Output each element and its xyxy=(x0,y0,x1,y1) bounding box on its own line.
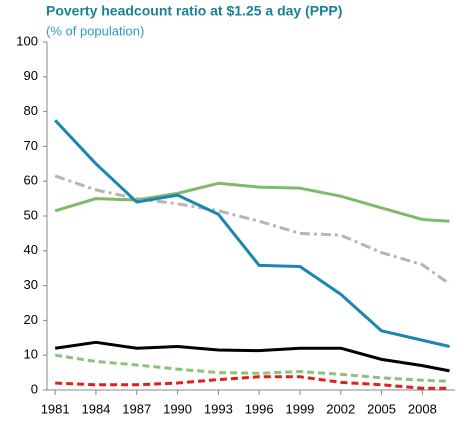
y-tick-label: 90 xyxy=(24,68,38,83)
x-tick-label: 2002 xyxy=(326,401,355,416)
x-tick-label: 1984 xyxy=(81,401,110,416)
series-line xyxy=(54,353,450,383)
x-tick-label: 1996 xyxy=(245,401,274,416)
x-tick-label: 2008 xyxy=(408,401,437,416)
y-tick-label: 20 xyxy=(24,312,38,327)
series-line xyxy=(54,340,450,373)
y-tick-label: 100 xyxy=(16,33,38,48)
y-tick-label: 0 xyxy=(31,381,38,396)
y-tick-label: 60 xyxy=(24,173,38,188)
x-tick-label: 1981 xyxy=(41,401,70,416)
x-tick-label: 1993 xyxy=(204,401,233,416)
y-tick-label: 80 xyxy=(24,103,38,118)
x-tick-label: 1990 xyxy=(163,401,192,416)
y-tick-label: 70 xyxy=(24,138,38,153)
series-line xyxy=(54,181,450,223)
x-tick-label: 2005 xyxy=(367,401,396,416)
series-line xyxy=(54,174,451,286)
series-line xyxy=(55,375,450,390)
chart-subtitle: (% of population) xyxy=(46,23,144,38)
y-tick-label: 10 xyxy=(24,347,38,362)
y-tick-label: 40 xyxy=(24,242,38,257)
chart-title: Poverty headcount ratio at $1.25 a day (… xyxy=(46,3,342,19)
y-tick-label: 50 xyxy=(24,207,38,222)
x-tick-label: 1987 xyxy=(122,401,151,416)
series-line xyxy=(54,119,450,348)
y-tick-label: 30 xyxy=(24,277,38,292)
x-tick-label: 1999 xyxy=(285,401,314,416)
